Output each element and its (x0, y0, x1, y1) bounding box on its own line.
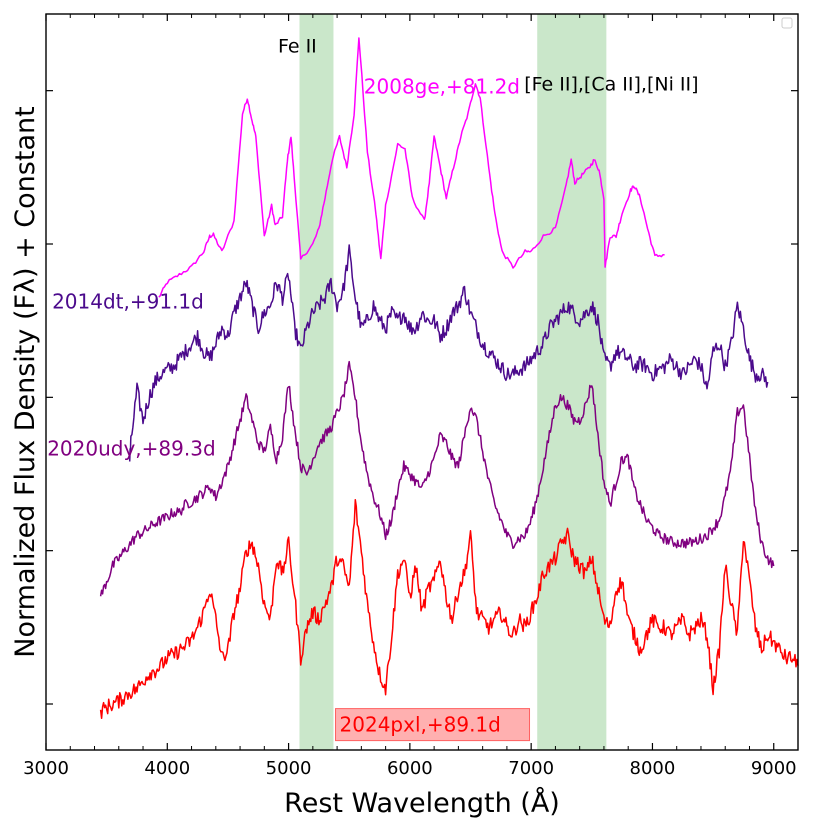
x-axis-label: Rest Wavelength (Å) (284, 787, 560, 819)
x-tick-label-2: 5000 (266, 758, 312, 779)
series-line-0 (158, 37, 665, 298)
series-label-1: 2014dt,+91.1d (52, 289, 204, 313)
x-tick-label-0: 3000 (23, 758, 69, 779)
series-label-box-3 (335, 708, 531, 742)
x-tick-label-4: 7000 (508, 758, 554, 779)
series-label-3: 2024pxl,+89.1d (340, 713, 501, 737)
x-tick-label-1: 4000 (144, 758, 190, 779)
spectra-series (99, 37, 799, 720)
series-line-2 (99, 360, 775, 597)
series-label-2: 2020udy,+89.3d (47, 437, 215, 461)
series-line-1 (128, 244, 769, 462)
series-label-0: 2008ge,+81.2d (364, 75, 520, 99)
band-label-0: Fe II (278, 35, 317, 57)
empty-legend-box (781, 17, 793, 29)
axis-ticks: 3000 4000 5000 6000 7000 8000 9000 (23, 14, 799, 779)
series-line-3 (99, 498, 799, 720)
band-0 (299, 14, 334, 750)
band-1 (537, 14, 607, 750)
annotations: Fe II [Fe II],[Ca II],[Ni II]2008ge,+81.2… (47, 35, 699, 742)
shaded-bands (299, 14, 607, 750)
x-tick-label-6: 9000 (751, 758, 797, 779)
plot-frame (45, 13, 799, 751)
y-axis-label: Normalized Flux Density (Fλ) + Constant (10, 106, 41, 657)
band-label-1: [Fe II],[Ca II],[Ni II] (524, 74, 698, 96)
x-tick-label-5: 8000 (630, 758, 676, 779)
x-tick-label-3: 6000 (387, 758, 433, 779)
